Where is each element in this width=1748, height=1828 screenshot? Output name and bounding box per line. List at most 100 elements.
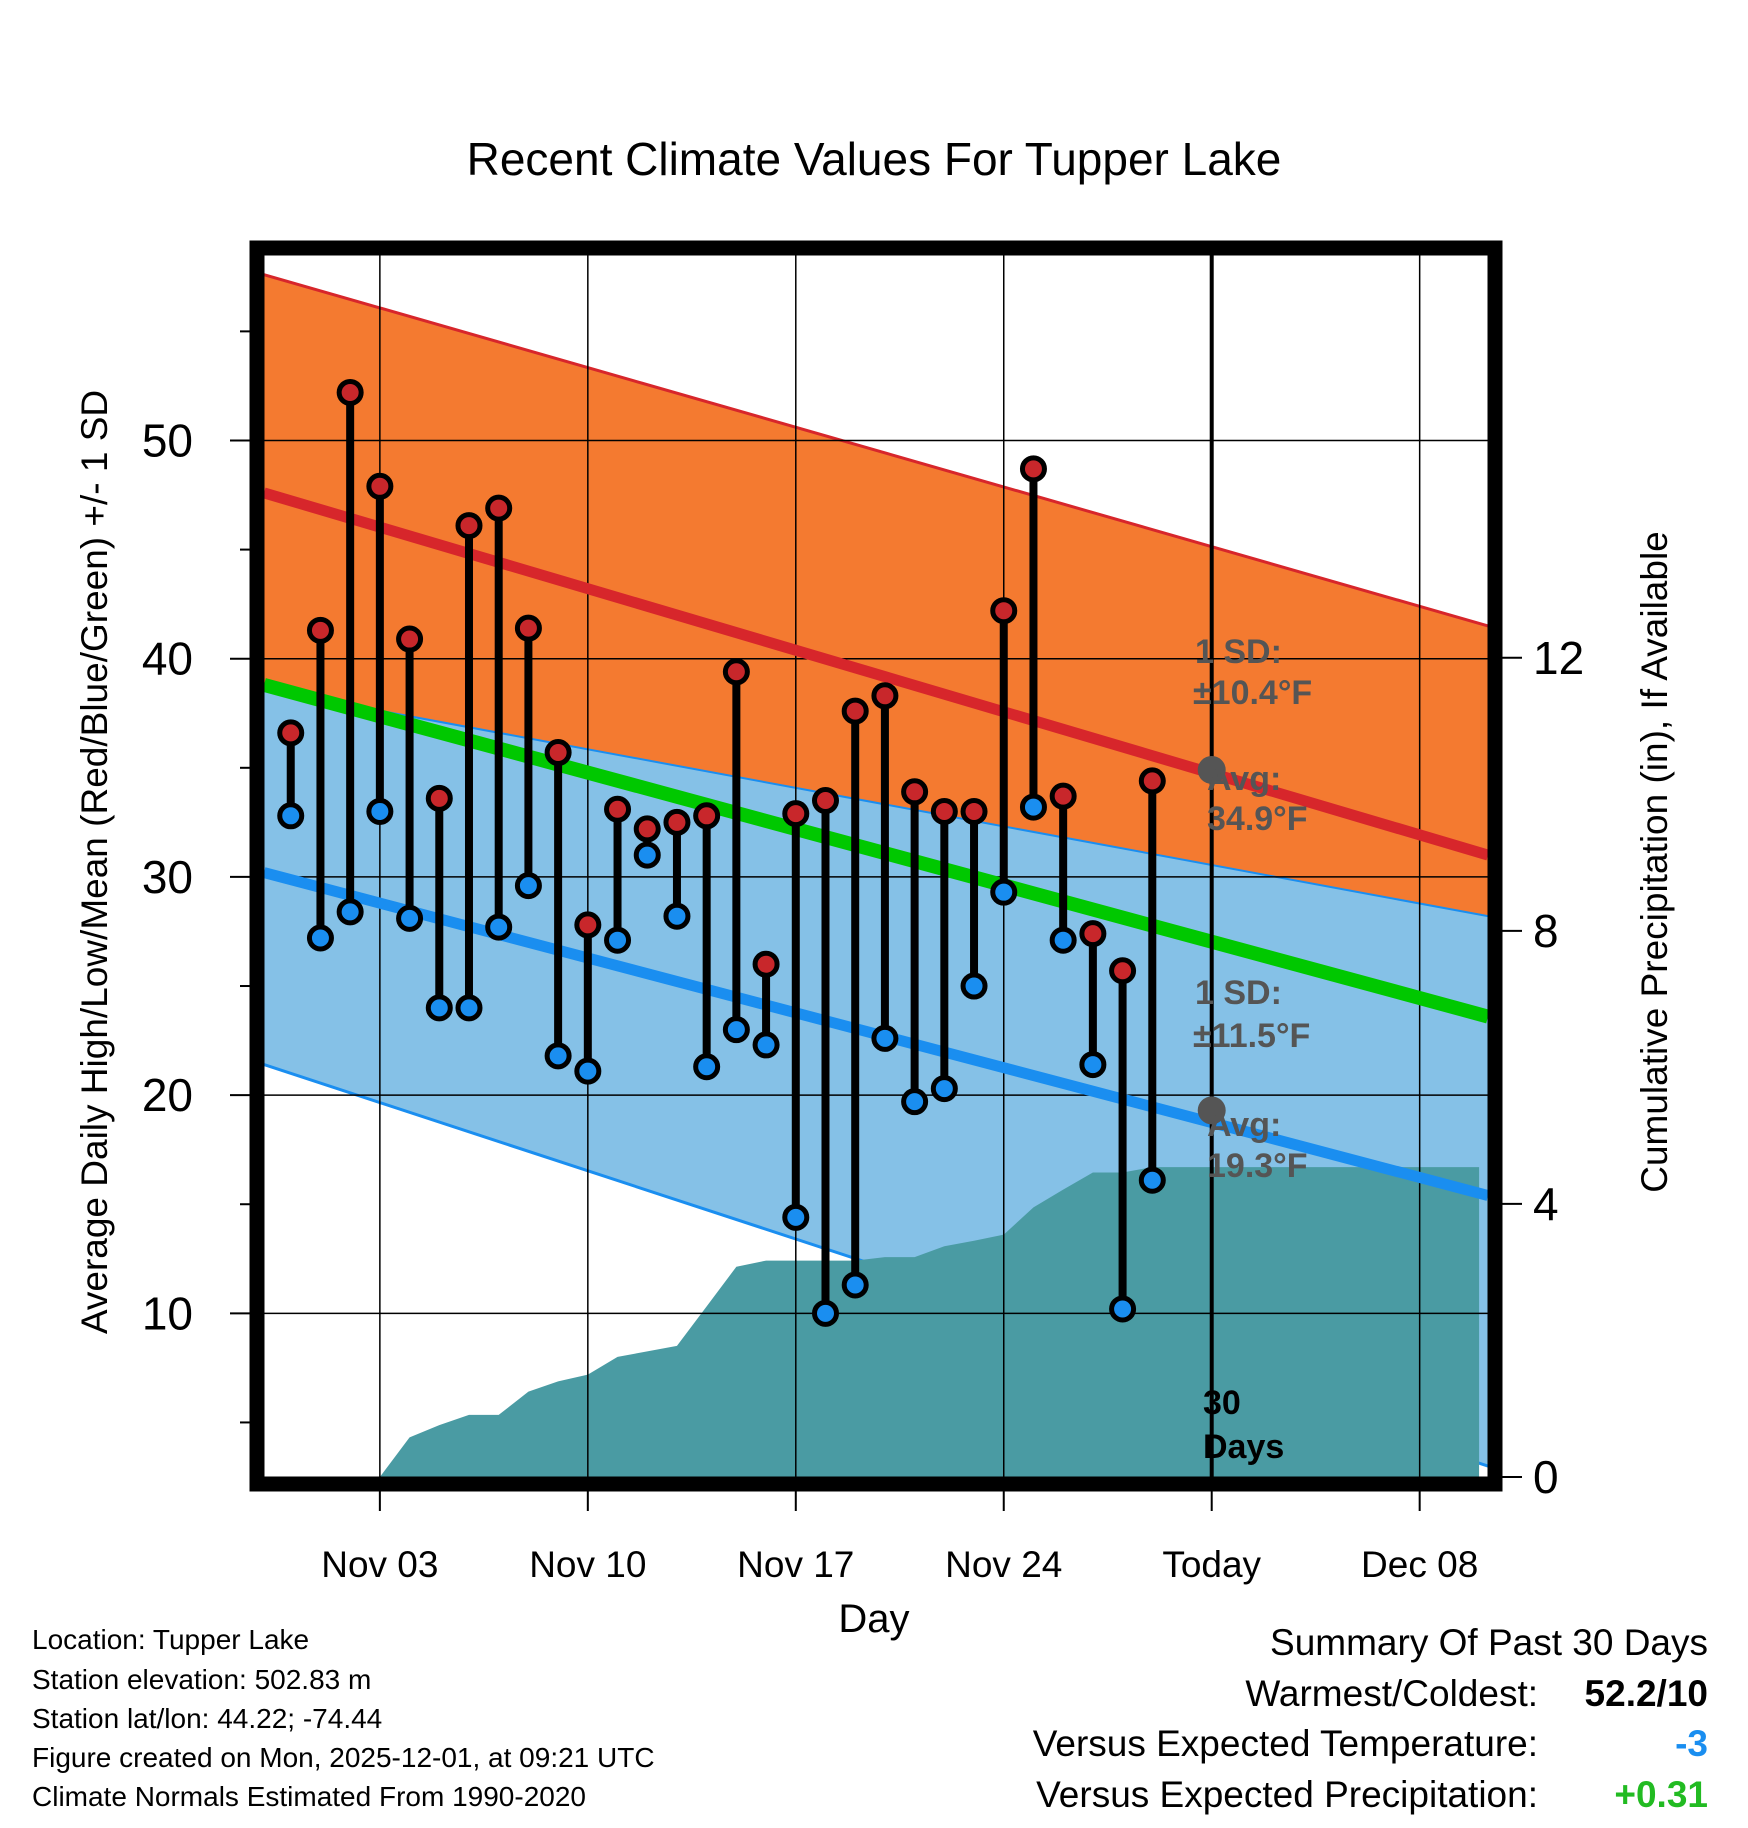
observation-low-dot: [336, 898, 364, 926]
low-sd-title: 1 SD:: [1195, 974, 1282, 1012]
observation-day: [514, 614, 542, 900]
observation-day: [663, 808, 691, 930]
observation-high-dot: [1019, 455, 1047, 483]
bottom-tick-label: Nov 03: [321, 1544, 438, 1585]
observation-low-dot: [306, 924, 334, 952]
bottom-tick-label: Nov 17: [737, 1544, 854, 1585]
observation-low-dot: [366, 797, 394, 825]
high-avg-title: Avg:: [1207, 760, 1281, 798]
observation-low-dot: [901, 1088, 929, 1116]
x-axis-label: Day: [838, 1597, 909, 1641]
observation-low-dot: [871, 1024, 899, 1052]
right-tick-label: 4: [1533, 1178, 1559, 1230]
right-tick-label: 12: [1533, 632, 1584, 684]
observation-day: [841, 697, 869, 1299]
observation-high-dot: [693, 802, 721, 830]
observation-high-dot: [514, 614, 542, 642]
right-axis: 0 4 8 12: [1502, 632, 1584, 1503]
observation-high-dot: [1138, 767, 1166, 795]
days-label: Days: [1203, 1428, 1284, 1466]
observation-high-dot: [811, 787, 839, 815]
bottom-axis: Nov 03 Nov 10 Nov 17 Nov 24 Today Dec 08: [321, 1491, 1478, 1585]
observation-day: [1019, 455, 1047, 821]
y-axis-label-left: Average Daily High/Low/Mean (Red/Blue/Gr…: [74, 390, 115, 1334]
observation-low-dot: [1049, 926, 1077, 954]
observation-high-dot: [306, 616, 334, 644]
summary-precipitation: Versus Expected Precipitation: +0.31: [1036, 1774, 1708, 1816]
observation-low-dot: [693, 1053, 721, 1081]
observation-high-dot: [990, 597, 1018, 625]
observation-day: [1049, 782, 1077, 954]
observation-high-dot: [871, 682, 899, 710]
summary-title: Summary Of Past 30 Days: [1270, 1622, 1708, 1663]
observation-high-dot: [544, 739, 572, 767]
observation-day: [574, 911, 602, 1085]
observation-high-dot: [722, 658, 750, 686]
observation-high-dot: [930, 797, 958, 825]
observation-low-dot: [930, 1075, 958, 1103]
observation-high-dot: [277, 719, 305, 747]
high-sd-upper-edge: [264, 273, 1488, 628]
observation-low-dot: [752, 1031, 780, 1059]
observation-low-dot: [544, 1042, 572, 1070]
observation-high-dot: [1049, 782, 1077, 810]
observation-day: [960, 797, 988, 1000]
annotations: 1 SD: ±10.4°F Avg: 34.9°F 1 SD: ±11.5°F …: [1193, 633, 1312, 1466]
bottom-tick-label: Today: [1162, 1544, 1261, 1585]
observations: [277, 378, 1166, 1327]
info-location: Location: Tupper Lake: [32, 1624, 310, 1655]
observation-high-dot: [574, 911, 602, 939]
info-latlon: Station lat/lon: 44.22; -74.44: [32, 1703, 383, 1734]
observation-day: [306, 616, 334, 952]
observation-low-dot: [1019, 793, 1047, 821]
observation-day: [1109, 957, 1137, 1323]
plot-frame: [249, 240, 1503, 1492]
bottom-tick-label: Dec 08: [1361, 1544, 1478, 1585]
y-axis-label-right: Cumulative Precipitation (in), If Availa…: [1634, 531, 1675, 1193]
today-average-marker: [1197, 1096, 1226, 1125]
observation-low-dot: [574, 1057, 602, 1085]
left-tick-label: 20: [142, 1069, 193, 1121]
observation-day: [277, 719, 305, 830]
info-elevation: Station elevation: 502.83 m: [32, 1664, 372, 1695]
observation-low-dot: [277, 802, 305, 830]
observation-low-dot: [396, 904, 424, 932]
summary-warmest: Warmest/Coldest: 52.2/10: [1245, 1673, 1708, 1715]
summary-warmest-value: 52.2/10: [1584, 1673, 1708, 1714]
observation-high-dot: [1079, 920, 1107, 948]
bottom-tick-label: Nov 24: [945, 1544, 1062, 1585]
observation-high-dot: [663, 808, 691, 836]
left-tick-label: 30: [142, 851, 193, 903]
summary-precip-value: +0.31: [1614, 1774, 1708, 1815]
observation-low-dot: [841, 1271, 869, 1299]
observation-low-dot: [782, 1203, 810, 1231]
bottom-tick-label: Nov 10: [529, 1544, 646, 1585]
observation-high-dot: [1109, 957, 1137, 985]
left-axis: 10 20 30 40 50: [142, 330, 250, 1424]
days-number: 30: [1203, 1384, 1241, 1422]
observation-low-dot: [1079, 1051, 1107, 1079]
observation-day: [722, 658, 750, 1044]
observation-low-dot: [1138, 1166, 1166, 1194]
observation-low-dot: [811, 1299, 839, 1327]
observation-day: [901, 778, 929, 1116]
high-sd-value: ±10.4°F: [1193, 674, 1312, 712]
left-tick-label: 10: [142, 1287, 193, 1339]
observation-day: [544, 739, 572, 1070]
observation-high-dot: [633, 815, 661, 843]
observation-high-dot: [396, 625, 424, 653]
observation-day: [1138, 767, 1166, 1194]
observation-high-dot: [425, 784, 453, 812]
low-avg-value: 19.3°F: [1207, 1147, 1308, 1185]
observation-low-dot: [455, 994, 483, 1022]
observation-low-dot: [514, 872, 542, 900]
observation-low-dot: [485, 913, 513, 941]
summary-temp-value: -3: [1675, 1723, 1708, 1764]
summary-warmest-label: Warmest/Coldest:: [1245, 1673, 1538, 1714]
observation-day: [811, 787, 839, 1327]
observation-day: [752, 950, 780, 1059]
low-avg-title: Avg:: [1207, 1106, 1281, 1144]
observation-high-dot: [782, 800, 810, 828]
observation-high-dot: [336, 378, 364, 406]
